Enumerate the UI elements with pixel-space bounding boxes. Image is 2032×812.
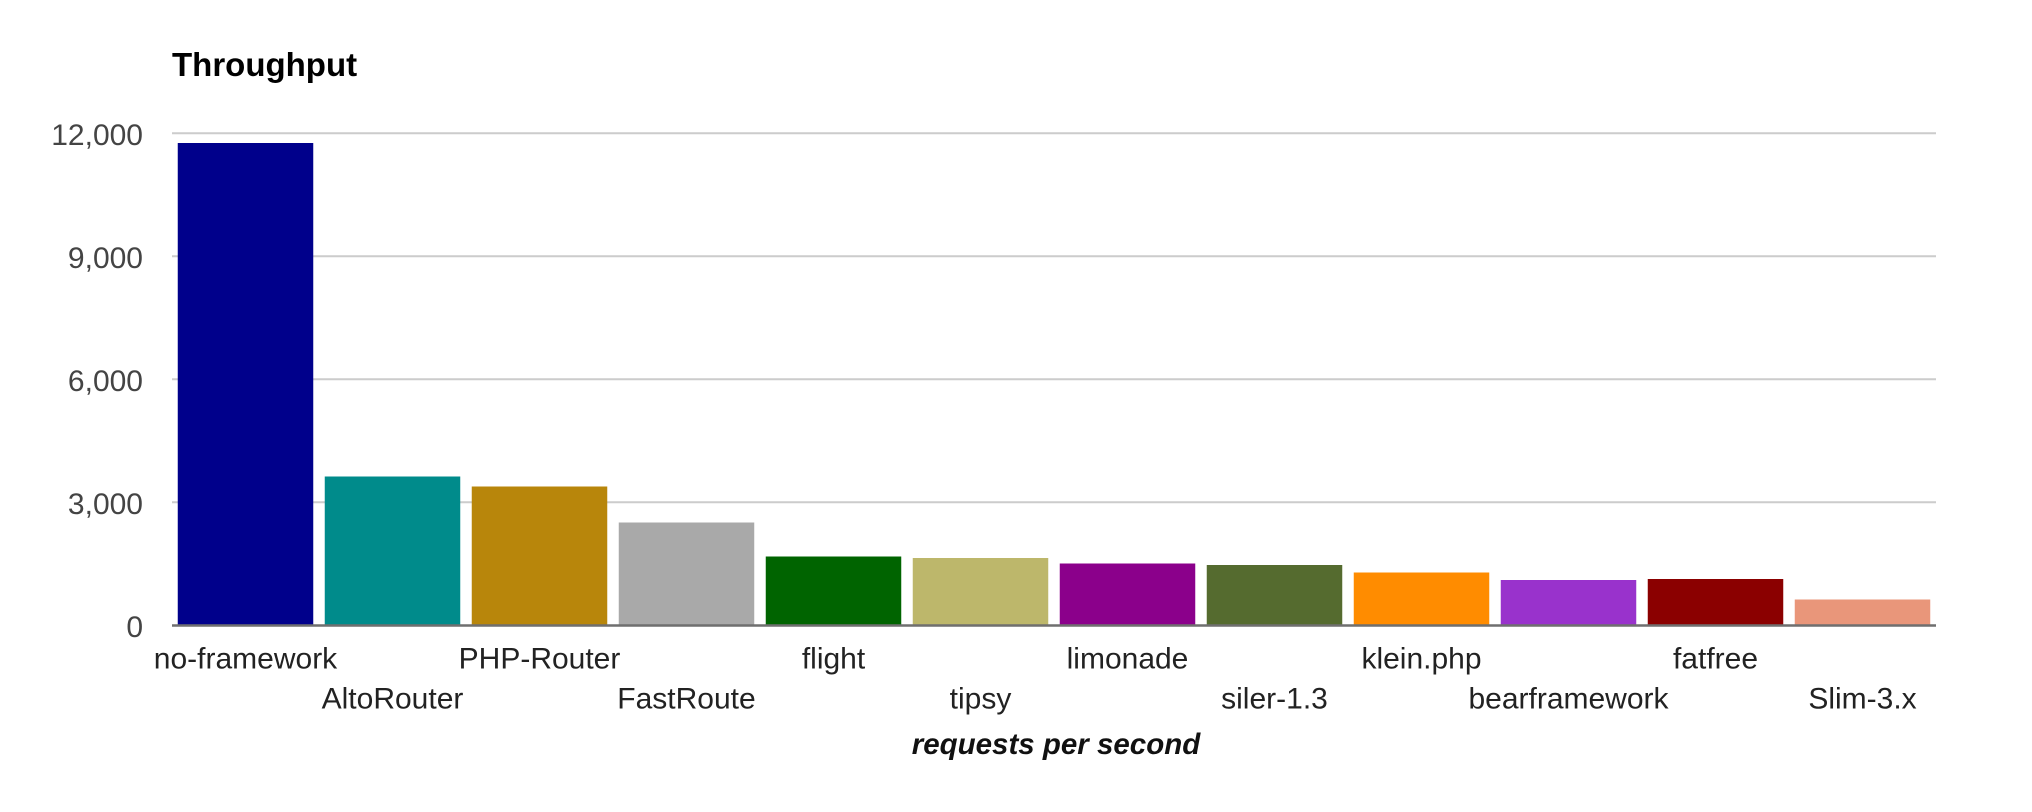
svg-text:12,000: 12,000 xyxy=(51,119,143,152)
svg-text:limonade: limonade xyxy=(1067,643,1189,676)
svg-text:6,000: 6,000 xyxy=(68,365,143,398)
svg-text:3,000: 3,000 xyxy=(68,488,143,521)
svg-text:0: 0 xyxy=(126,611,143,644)
svg-text:FastRoute: FastRoute xyxy=(617,683,755,716)
svg-text:Slim-3.x: Slim-3.x xyxy=(1808,683,1916,716)
svg-text:klein.php: klein.php xyxy=(1361,643,1481,676)
svg-text:9,000: 9,000 xyxy=(68,242,143,275)
svg-text:fatfree: fatfree xyxy=(1673,643,1758,676)
svg-text:flight: flight xyxy=(802,643,866,676)
svg-text:siler-1.3: siler-1.3 xyxy=(1221,683,1328,716)
svg-text:Throughput: Throughput xyxy=(172,46,357,83)
svg-text:no-framework: no-framework xyxy=(154,643,338,676)
svg-text:PHP-Router: PHP-Router xyxy=(459,643,621,676)
svg-text:tipsy: tipsy xyxy=(950,683,1012,716)
svg-text:AltoRouter: AltoRouter xyxy=(322,683,464,716)
svg-text:requests per second: requests per second xyxy=(912,728,1202,761)
svg-text:bearframework: bearframework xyxy=(1468,683,1669,716)
